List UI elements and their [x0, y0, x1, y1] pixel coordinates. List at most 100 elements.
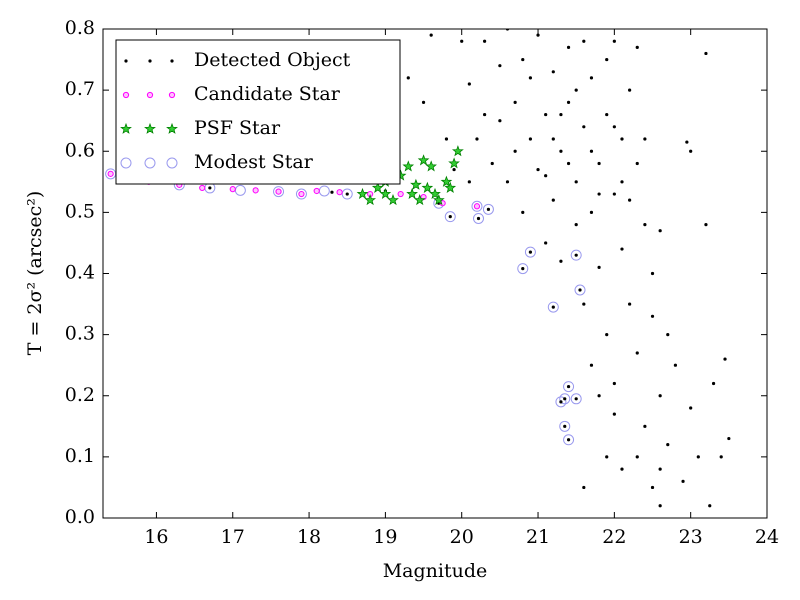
point	[371, 181, 384, 193]
point	[605, 455, 609, 459]
point	[635, 161, 639, 166]
point	[658, 394, 662, 398]
point	[566, 161, 571, 166]
point	[513, 100, 517, 104]
x-tick-label: 21	[526, 526, 550, 548]
legend-label: Candidate Star	[194, 83, 341, 105]
point	[330, 190, 334, 194]
point	[689, 149, 693, 153]
point	[521, 57, 525, 62]
point	[574, 180, 578, 184]
point	[234, 184, 246, 196]
point	[345, 192, 349, 196]
point	[628, 88, 632, 92]
point	[605, 112, 609, 117]
y-tick-label: 0.2	[65, 384, 95, 406]
point	[421, 100, 426, 104]
point	[658, 229, 662, 233]
point	[559, 393, 571, 405]
point	[620, 180, 624, 184]
point	[208, 186, 212, 190]
point	[563, 434, 575, 446]
x-tick-label: 16	[144, 526, 168, 548]
point	[574, 397, 578, 401]
point	[559, 400, 563, 404]
point	[689, 406, 693, 410]
point	[620, 467, 624, 471]
point	[612, 192, 616, 196]
point	[451, 145, 464, 157]
point	[483, 39, 487, 43]
point	[597, 192, 601, 196]
legend-marker	[148, 59, 152, 63]
point	[643, 424, 647, 428]
y-tick-label: 0.5	[65, 200, 95, 222]
point	[551, 305, 555, 309]
x-tick-label: 18	[297, 526, 321, 548]
point	[521, 210, 525, 214]
point	[528, 137, 533, 141]
point	[612, 125, 616, 129]
point	[452, 167, 456, 172]
point	[482, 203, 494, 215]
point	[635, 455, 639, 459]
y-tick-label: 0.1	[65, 445, 95, 467]
point	[658, 504, 662, 508]
legend-marker	[144, 122, 156, 134]
point	[605, 57, 609, 62]
point	[605, 333, 609, 337]
legend-label: Modest Star	[194, 151, 314, 173]
point	[547, 301, 559, 313]
point	[444, 211, 456, 223]
x-tick-label: 19	[373, 526, 397, 548]
point	[313, 187, 320, 195]
y-axis-label: T = 2σ² (arcsec²)	[24, 191, 46, 356]
legend-marker	[144, 157, 156, 169]
point	[628, 302, 632, 306]
point	[406, 187, 418, 200]
point	[410, 178, 422, 190]
point	[473, 212, 485, 224]
legend: Detected Object Candidate Star PSF Star Mod…	[115, 39, 401, 185]
point	[490, 161, 494, 166]
point	[666, 333, 670, 337]
x-tick-label: 17	[221, 526, 245, 548]
legend-marker	[120, 122, 132, 134]
point	[402, 160, 415, 172]
point	[582, 125, 586, 129]
y-tick-label: 0.0	[65, 506, 95, 528]
point	[298, 190, 305, 198]
point	[696, 455, 700, 459]
point	[570, 249, 582, 261]
legend-marker	[146, 91, 154, 99]
point	[364, 193, 377, 206]
point	[582, 39, 586, 43]
point	[612, 39, 616, 43]
point	[589, 149, 594, 153]
point	[685, 140, 689, 144]
point	[643, 137, 647, 141]
point	[498, 119, 502, 123]
point	[473, 203, 481, 210]
point	[597, 265, 601, 269]
point	[559, 112, 563, 117]
point	[574, 284, 586, 296]
point	[524, 246, 536, 258]
point	[574, 88, 578, 92]
point	[341, 188, 353, 200]
point	[566, 100, 571, 104]
point	[433, 193, 445, 206]
point	[229, 186, 236, 193]
point	[574, 253, 578, 257]
point	[429, 33, 433, 37]
point	[387, 193, 399, 206]
point	[448, 215, 452, 219]
x-axis-label: Magnitude	[383, 560, 488, 582]
point	[521, 267, 525, 271]
legend-marker	[122, 91, 130, 99]
legend-label: Detected Object	[194, 49, 351, 71]
point	[628, 198, 632, 202]
point	[589, 76, 594, 80]
point	[643, 223, 647, 227]
point	[379, 187, 392, 200]
